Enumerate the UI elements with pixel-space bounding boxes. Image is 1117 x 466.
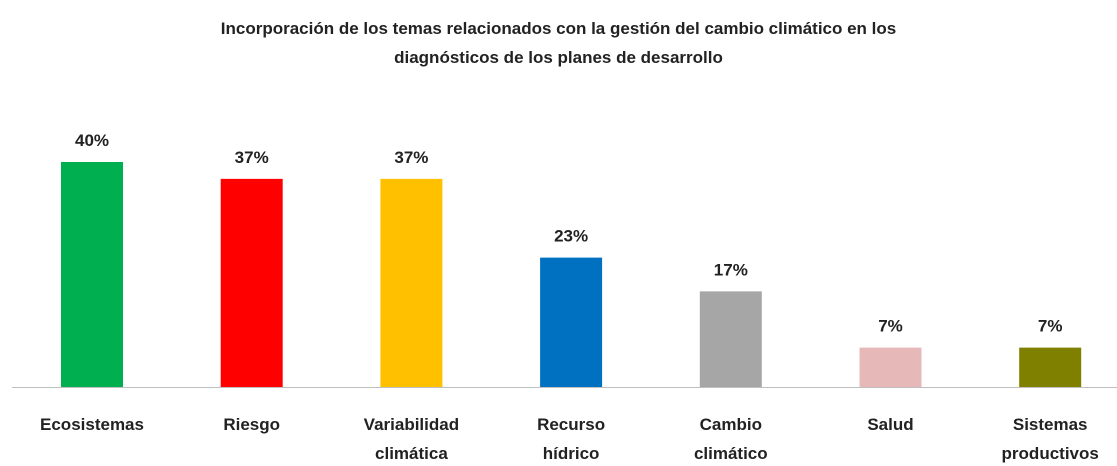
- x-tick-label: Sistemas productivos: [1002, 415, 1099, 463]
- value-label: 37%: [394, 148, 428, 167]
- bar: [699, 291, 762, 387]
- bar: [380, 178, 443, 387]
- value-label: 17%: [714, 260, 748, 279]
- bar: [859, 347, 922, 387]
- x-tick-label: Ecosistemas: [40, 415, 144, 434]
- bar: [61, 162, 123, 387]
- x-tick-label: Cambio climático: [694, 415, 768, 463]
- value-label: 40%: [75, 131, 109, 150]
- value-label: 7%: [878, 317, 903, 336]
- bar: [540, 257, 603, 387]
- value-label: 23%: [554, 227, 588, 246]
- x-tick-label: Recurso hídrico: [537, 415, 605, 463]
- x-tick-label: Variabilidad climática: [364, 415, 459, 463]
- bar: [1019, 347, 1082, 387]
- chart-title: Incorporación de los temas relacionados …: [220, 19, 897, 67]
- value-label: 37%: [235, 148, 269, 167]
- x-tick-label: Riesgo: [223, 415, 280, 434]
- bar: [220, 178, 283, 387]
- chart-title-box: Incorporación de los temas relacionados …: [0, 14, 1117, 72]
- value-label: 7%: [1038, 317, 1063, 336]
- x-tick-label: Salud: [867, 415, 913, 434]
